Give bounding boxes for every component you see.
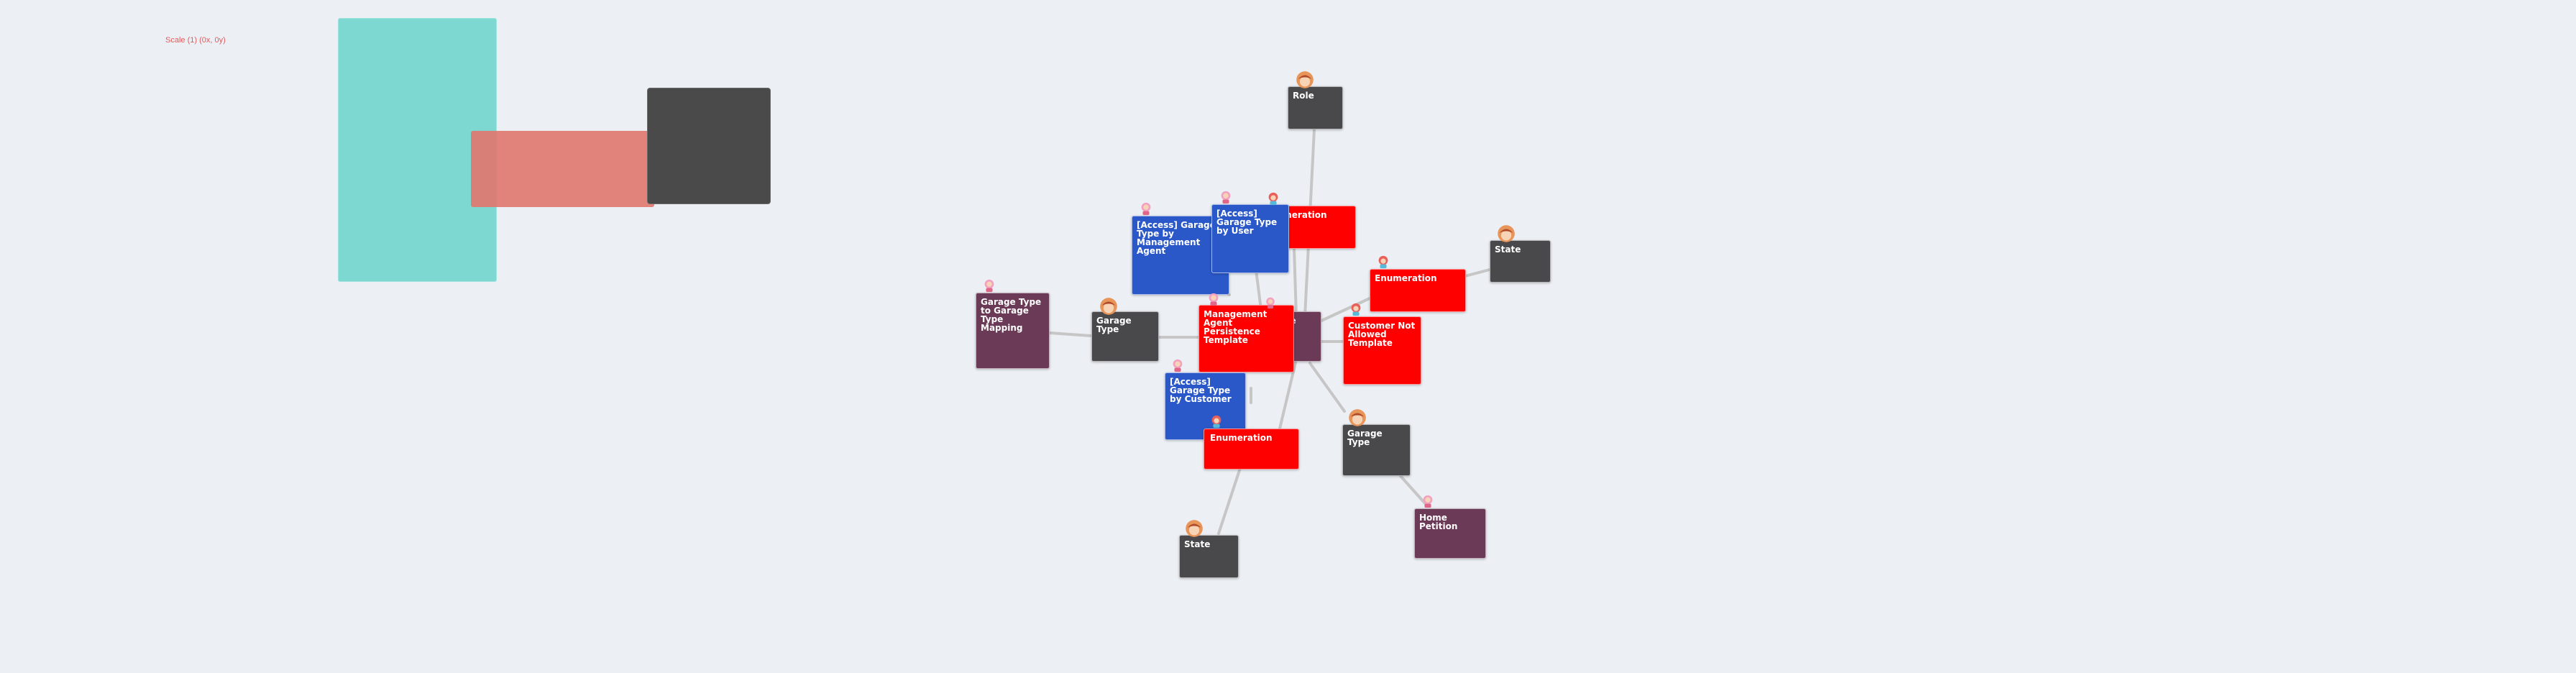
avatar-icon — [1209, 293, 1219, 306]
edge — [1464, 268, 1491, 278]
avatar-icon — [1221, 191, 1231, 204]
entity-home-petition[interactable]: Home Petition — [1414, 508, 1486, 559]
node-label: Enumeration — [1375, 273, 1437, 283]
avatar-icon — [1268, 192, 1278, 206]
edge — [1048, 331, 1092, 337]
node-label: Role — [1293, 91, 1314, 101]
node-label: Garage Type — [1096, 316, 1132, 334]
edge — [1320, 297, 1371, 322]
avatar-icon — [1186, 520, 1203, 537]
node-label: State — [1184, 539, 1211, 549]
edge — [1293, 247, 1298, 318]
avatar-icon — [1349, 409, 1366, 426]
entity-role[interactable]: Role — [1288, 86, 1343, 129]
scale-label: Scale (1) (0x, 0y) — [165, 36, 226, 45]
management-agent-persistence-template[interactable]: Management Agent Persistence Template — [1198, 305, 1294, 372]
node-label: Management Agent Persistence Template — [1204, 309, 1268, 345]
avatar-icon — [1423, 495, 1433, 508]
entity-garage-type-right[interactable]: Garage Type — [1342, 424, 1411, 476]
entity-garage-type-left[interactable]: Garage Type — [1091, 311, 1159, 362]
access-garage-type-by-user[interactable]: [Access] Garage Type by User — [1211, 204, 1289, 273]
node-label: [Access] Garage Type by Management Agent — [1137, 220, 1216, 256]
node-label: [Access] Garage Type by User — [1216, 209, 1278, 236]
avatar-icon — [1173, 359, 1183, 372]
node-label: Enumeration — [1210, 433, 1273, 443]
entity-state-right[interactable]: State — [1490, 240, 1551, 283]
dark-swatch — [647, 88, 771, 204]
node-label: [Access] Garage Type by Customer — [1170, 377, 1232, 404]
avatar-icon — [1378, 255, 1388, 269]
garage-type-to-garage-type-mapping[interactable]: Garage Type to Garage Type Mapping — [976, 293, 1050, 369]
avatar-icon — [1100, 298, 1117, 315]
edge — [1399, 475, 1426, 505]
avatar-icon — [1266, 297, 1275, 309]
avatar-icon — [1351, 303, 1361, 316]
enumeration-bottom[interactable]: Enumeration — [1204, 429, 1299, 470]
avatar-icon — [1296, 71, 1314, 88]
edge — [1308, 362, 1346, 413]
entity-state-bottom[interactable]: State — [1179, 535, 1239, 578]
avatar-icon — [1141, 202, 1151, 216]
node-label: Garage Type to Garage Type Mapping — [981, 297, 1042, 333]
avatar-icon — [984, 279, 994, 293]
node-label: Garage Type — [1347, 429, 1383, 447]
node-label: Home Petition — [1419, 513, 1458, 531]
salmon-swatch — [471, 131, 654, 207]
avatar-icon — [1211, 415, 1221, 429]
customer-not-allowed-template[interactable]: Customer Not Allowed Template — [1343, 316, 1421, 385]
node-label: Customer Not Allowed Template — [1348, 321, 1416, 348]
edge — [1217, 467, 1242, 535]
enumeration-right[interactable]: Enumeration — [1370, 269, 1466, 312]
avatar-icon — [1498, 225, 1515, 242]
node-label: State — [1495, 244, 1521, 255]
